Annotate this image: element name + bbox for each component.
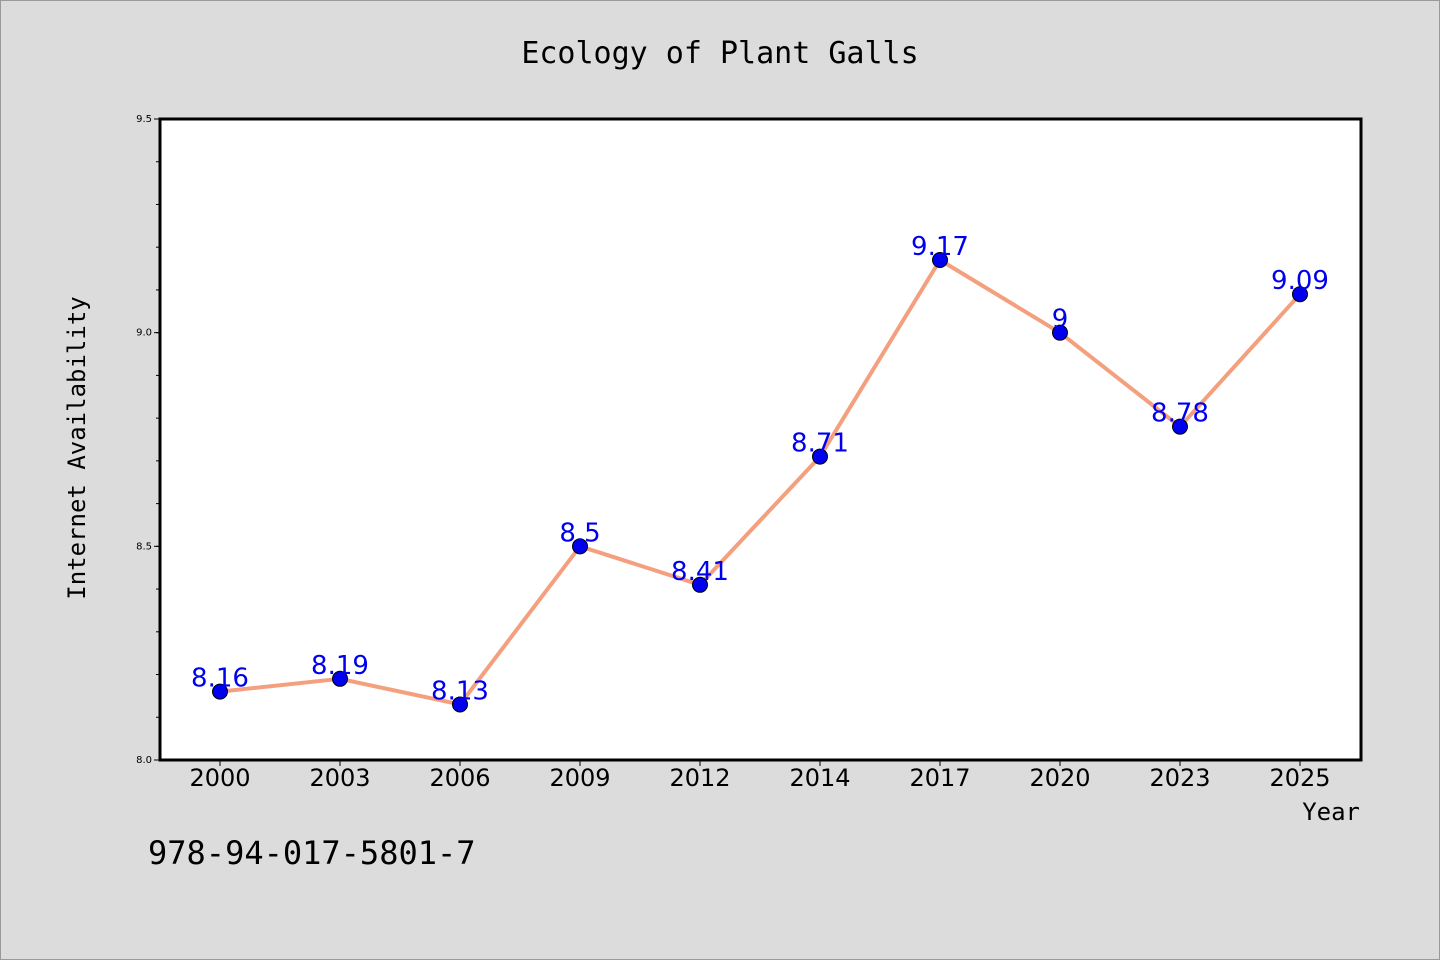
x-tick-label-8: 2023 [1149, 764, 1210, 792]
y-tick-label-1: 8.5 [136, 541, 152, 552]
series-line [219, 258, 1302, 707]
x-tick-label-2: 2006 [429, 764, 490, 792]
data-point-3 [572, 538, 588, 555]
x-tick-label-5: 2014 [789, 764, 850, 792]
data-point-9 [1292, 286, 1308, 303]
x-tick-label-7: 2020 [1029, 764, 1090, 792]
x-tick-label-1: 2003 [309, 764, 370, 792]
data-label-4: 8.41 [671, 557, 729, 587]
x-tick-label-4: 2012 [669, 764, 730, 792]
data-label-6: 9.17 [911, 232, 969, 262]
data-label-0: 8.16 [191, 664, 249, 694]
data-label-5: 8.71 [791, 429, 849, 459]
y-tick-label-2: 9.0 [136, 328, 152, 339]
data-point-6 [932, 252, 948, 269]
data-point-0 [212, 683, 228, 700]
y-tick-label-3: 9.5 [136, 114, 152, 125]
x-tick-label-6: 2017 [909, 764, 970, 792]
data-point-4 [692, 576, 708, 593]
x-tick-label-0: 2000 [189, 764, 250, 792]
data-label-2: 8.13 [431, 676, 489, 706]
data-label-1: 8.19 [311, 651, 369, 681]
y-tick-label-0: 8.0 [136, 755, 152, 766]
data-point-2 [452, 696, 468, 713]
data-label-9: 9.09 [1271, 266, 1329, 296]
data-labels: 8.16 8.19 8.13 8.5 8.41 8.71 9.17 9 8.78 9.09 [191, 232, 1329, 706]
data-point-7 [1052, 324, 1068, 341]
data-point-5 [812, 448, 828, 465]
x-axis: 2000 2003 2006 2009 2012 2014 2017 2020 2023 2025 [189, 760, 1331, 792]
data-label-3: 8.5 [559, 518, 600, 548]
chart-title: Ecology of Plant Galls [521, 36, 918, 71]
isbn-annotation: 978-94-017-5801-7 [148, 834, 476, 872]
data-point-8 [1172, 418, 1188, 435]
x-axis-label: Year [1302, 798, 1360, 826]
series-markers [212, 252, 1308, 713]
plot-area [158, 117, 1363, 762]
x-tick-label-9: 2025 [1269, 764, 1330, 792]
data-label-7: 9 [1052, 305, 1069, 335]
data-label-8: 8.78 [1151, 399, 1209, 429]
y-axis-label: Internet Availability [63, 296, 91, 599]
y-axis: 8.0 8.5 9.0 9.5 [136, 114, 160, 766]
data-point-1 [332, 670, 348, 687]
x-tick-label-3: 2009 [549, 764, 610, 792]
